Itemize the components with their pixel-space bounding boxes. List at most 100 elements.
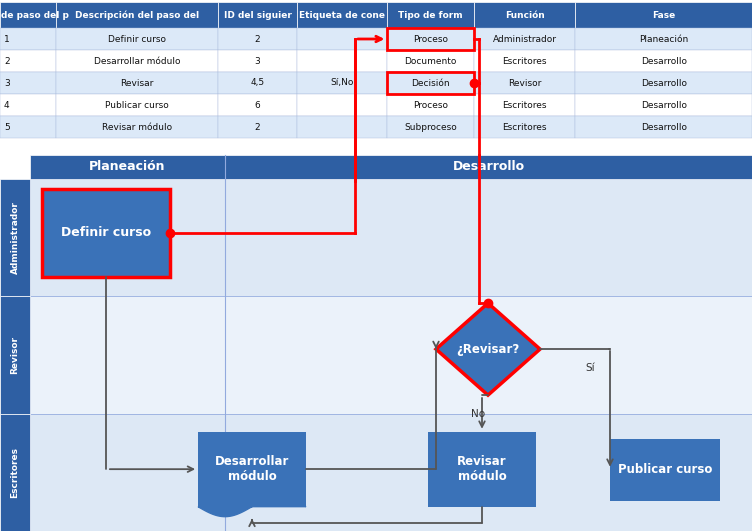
Text: Escritores: Escritores: [502, 123, 547, 132]
Text: Administrador: Administrador: [493, 35, 556, 44]
Text: Tipo de form: Tipo de form: [399, 11, 462, 20]
Text: Escritores: Escritores: [502, 56, 547, 65]
Text: Proceso: Proceso: [413, 35, 448, 44]
Text: Función: Función: [505, 11, 544, 20]
Bar: [0, 155, 752, 531]
Text: Revisar módulo: Revisar módulo: [102, 123, 172, 132]
Text: Decisión: Decisión: [411, 79, 450, 88]
Bar: [297, 28, 387, 50]
Bar: [0, 2, 56, 28]
Bar: [218, 2, 297, 28]
Text: ID de paso del p: ID de paso del p: [0, 11, 69, 20]
Bar: [387, 28, 474, 50]
Bar: [56, 50, 218, 72]
Bar: [474, 72, 575, 94]
Bar: [428, 432, 536, 507]
Text: Escritores: Escritores: [11, 447, 20, 498]
Bar: [474, 2, 575, 28]
Text: Planeación: Planeación: [639, 35, 688, 44]
Bar: [0, 28, 56, 50]
Text: 3: 3: [4, 79, 10, 88]
Text: 2: 2: [255, 123, 260, 132]
Bar: [387, 50, 474, 72]
Text: Desarrollar módulo: Desarrollar módulo: [94, 56, 180, 65]
Bar: [30, 155, 225, 179]
Bar: [297, 94, 387, 116]
Bar: [218, 50, 297, 72]
Text: Documento: Documento: [405, 56, 456, 65]
Bar: [575, 94, 752, 116]
Bar: [575, 2, 752, 28]
Bar: [610, 439, 720, 501]
Bar: [474, 116, 575, 138]
Text: Sí,No: Sí,No: [330, 79, 354, 88]
Text: Desarrollo: Desarrollo: [641, 56, 687, 65]
Bar: [575, 116, 752, 138]
Bar: [0, 179, 30, 296]
Bar: [387, 72, 474, 94]
Bar: [56, 2, 218, 28]
Text: Fase: Fase: [652, 11, 675, 20]
Text: 5: 5: [4, 123, 10, 132]
Bar: [56, 72, 218, 94]
Text: ID del siguier: ID del siguier: [223, 11, 292, 20]
Text: Revisor: Revisor: [11, 336, 20, 374]
Bar: [198, 432, 306, 507]
Bar: [0, 414, 30, 531]
Text: Publicar curso: Publicar curso: [618, 463, 712, 476]
Bar: [218, 72, 297, 94]
Text: Desarrollo: Desarrollo: [641, 79, 687, 88]
Bar: [575, 72, 752, 94]
Bar: [297, 2, 387, 28]
Text: Etiqueta de cone: Etiqueta de cone: [299, 11, 385, 20]
Polygon shape: [198, 496, 306, 517]
Bar: [30, 296, 752, 414]
Text: 3: 3: [255, 56, 260, 65]
Bar: [0, 72, 56, 94]
Text: Revisor: Revisor: [508, 79, 541, 88]
Text: Proceso: Proceso: [413, 100, 448, 109]
Bar: [0, 116, 56, 138]
Bar: [387, 94, 474, 116]
Text: ¿Revisar?: ¿Revisar?: [456, 342, 520, 356]
Text: Desarrollo: Desarrollo: [641, 100, 687, 109]
Text: Subproceso: Subproceso: [404, 123, 457, 132]
Text: Desarrollo: Desarrollo: [641, 123, 687, 132]
Text: No: No: [471, 409, 485, 419]
Text: Descripción del paso del: Descripción del paso del: [75, 10, 199, 20]
Bar: [474, 28, 575, 50]
Text: 6: 6: [255, 100, 260, 109]
Bar: [218, 28, 297, 50]
Bar: [387, 72, 474, 94]
Bar: [218, 94, 297, 116]
Text: Administrador: Administrador: [11, 201, 20, 274]
Bar: [30, 179, 752, 296]
Text: Publicar curso: Publicar curso: [105, 100, 169, 109]
Bar: [225, 155, 752, 179]
Text: 1: 1: [4, 35, 10, 44]
Text: Planeación: Planeación: [89, 160, 165, 174]
Text: Definir curso: Definir curso: [61, 227, 151, 239]
Bar: [56, 94, 218, 116]
Text: 2: 2: [4, 56, 10, 65]
Text: Desarrollo: Desarrollo: [453, 160, 525, 174]
Text: 2: 2: [255, 35, 260, 44]
Text: Escritores: Escritores: [502, 100, 547, 109]
Text: 4: 4: [4, 100, 10, 109]
Bar: [56, 116, 218, 138]
Bar: [575, 50, 752, 72]
Bar: [297, 116, 387, 138]
Text: Definir curso: Definir curso: [108, 35, 166, 44]
Bar: [0, 94, 56, 116]
Bar: [474, 50, 575, 72]
Text: Desarrollar
módulo: Desarrollar módulo: [215, 455, 290, 483]
Text: Revisar: Revisar: [120, 79, 154, 88]
Text: Sí: Sí: [585, 363, 595, 373]
Bar: [218, 116, 297, 138]
Bar: [30, 414, 752, 531]
Bar: [387, 28, 474, 50]
Bar: [387, 2, 474, 28]
Bar: [387, 116, 474, 138]
Text: Revisar
módulo: Revisar módulo: [457, 455, 507, 483]
Bar: [56, 28, 218, 50]
